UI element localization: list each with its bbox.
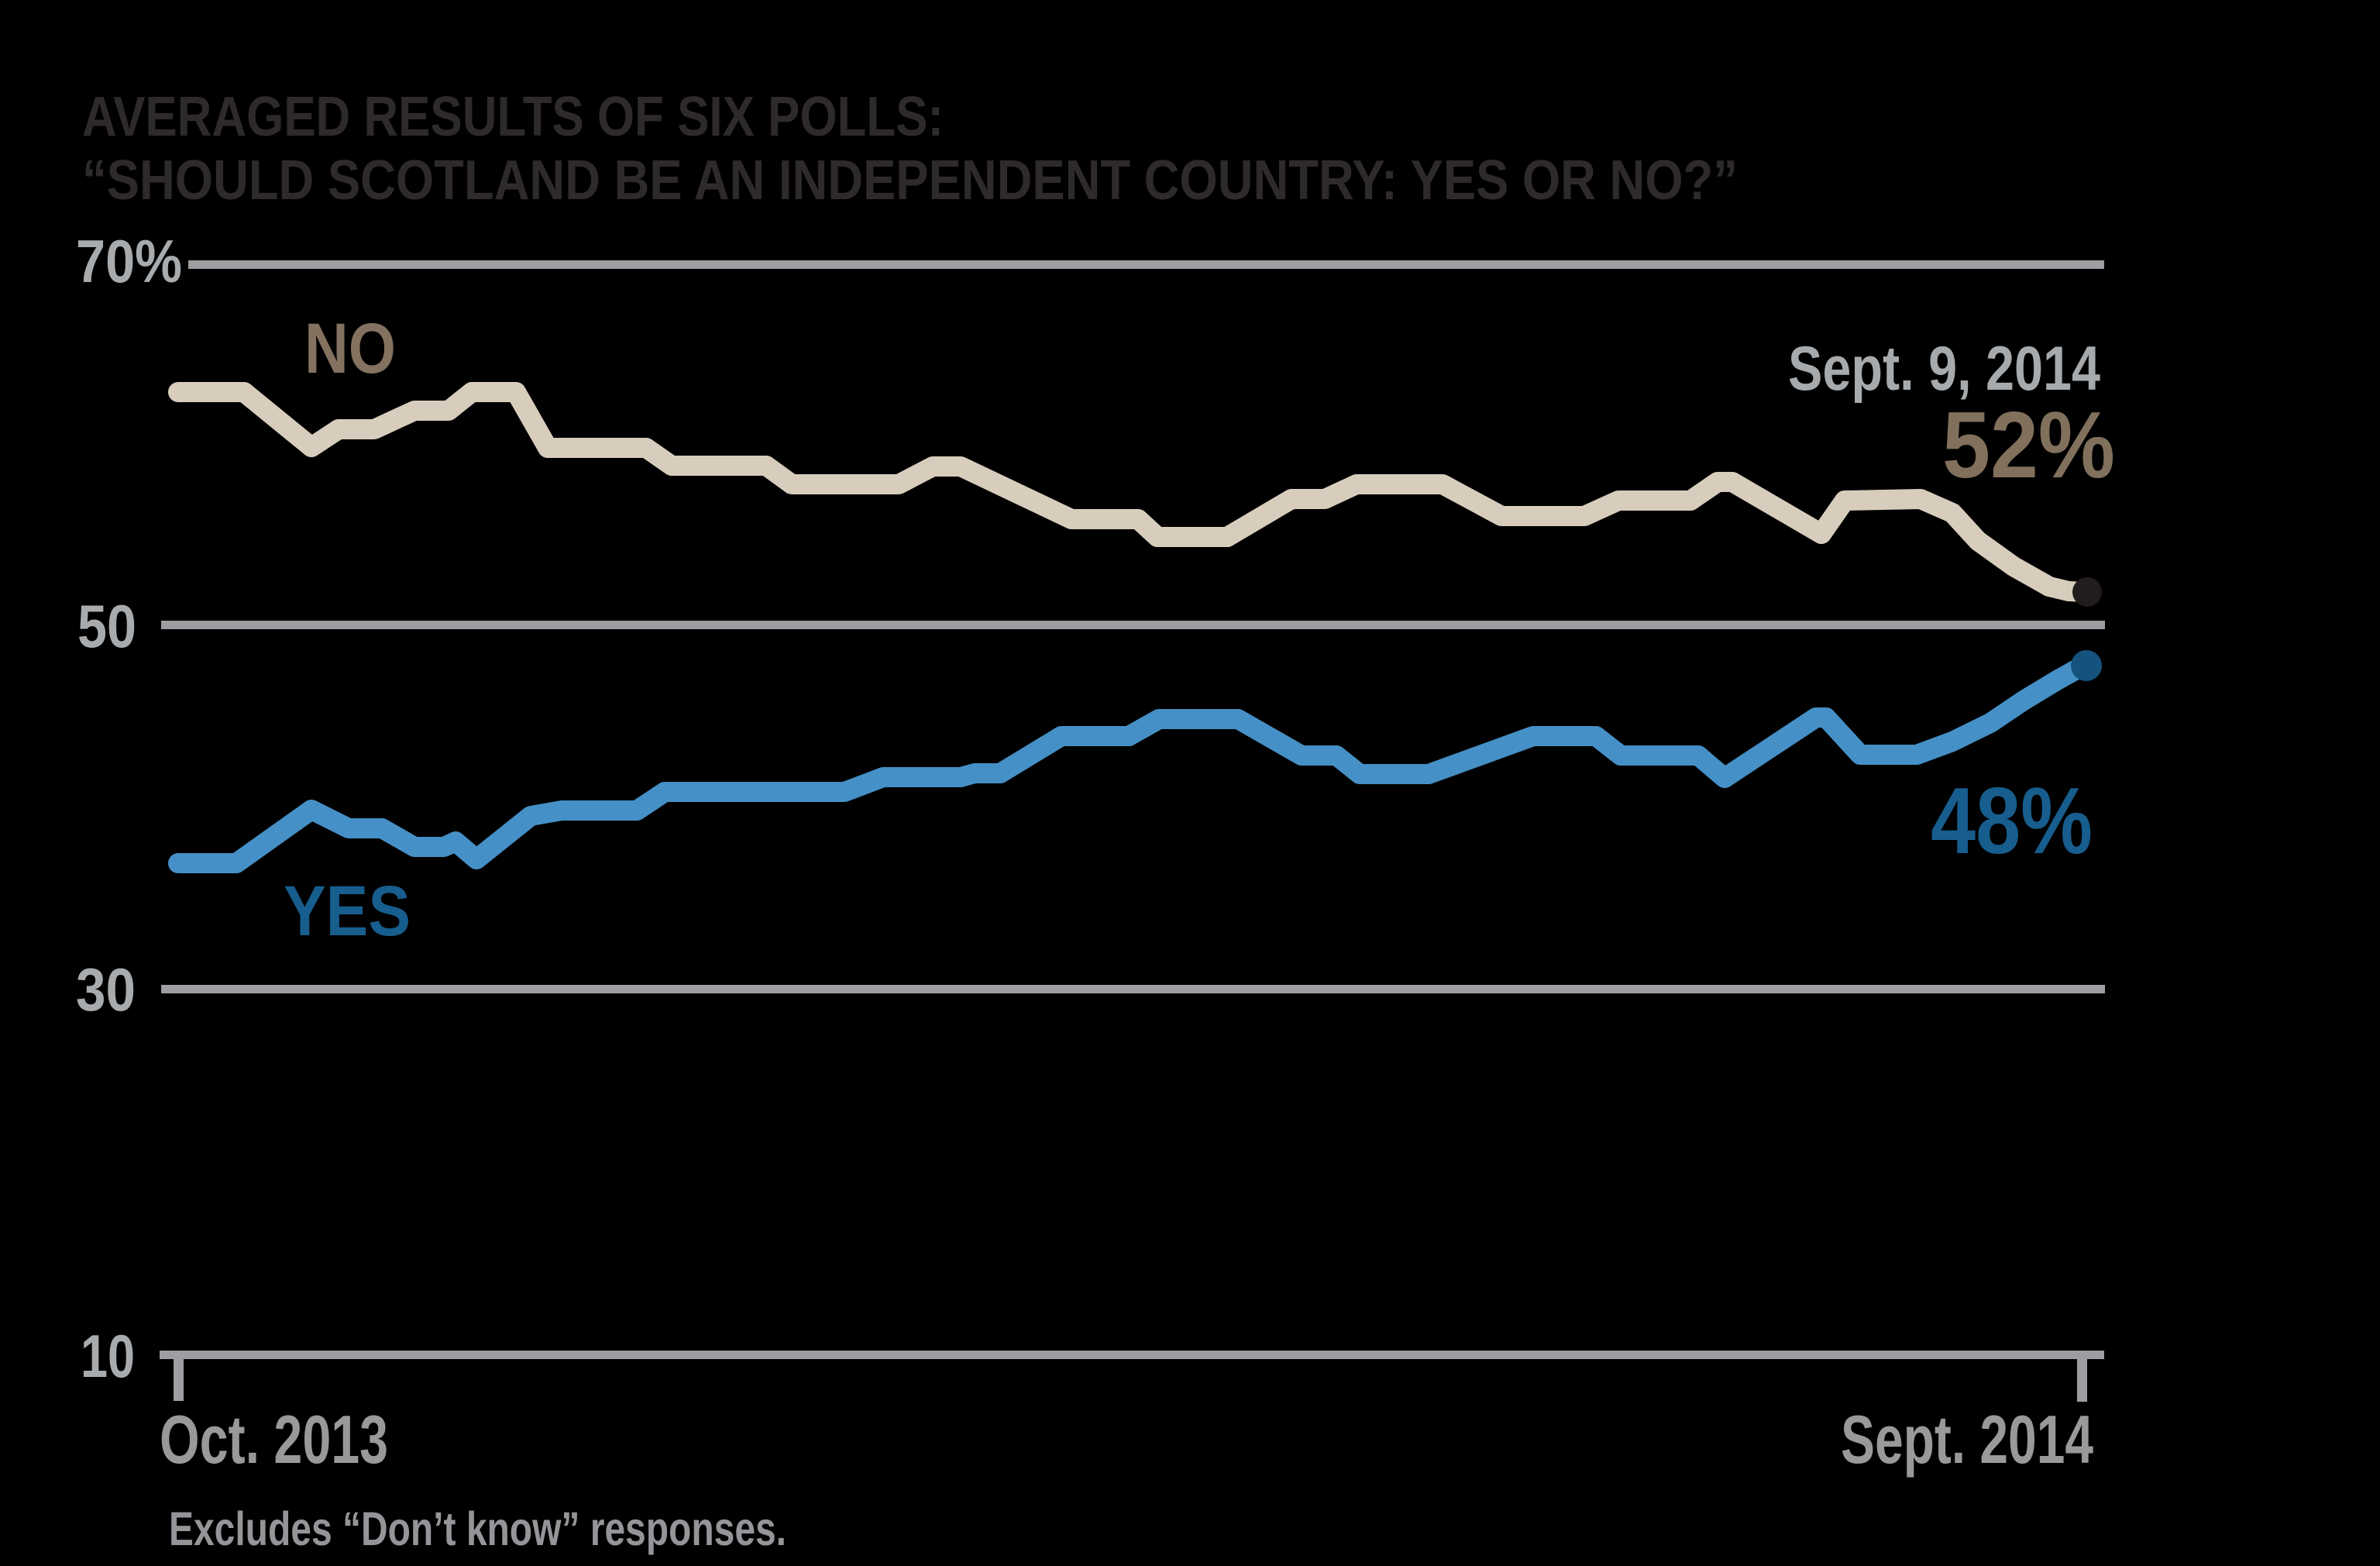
svg-text:“SHOULD SCOTLAND BE AN INDEPEN: “SHOULD SCOTLAND BE AN INDEPENDENT COUNT… xyxy=(82,150,1738,212)
svg-text:Oct. 2013: Oct. 2013 xyxy=(160,1401,388,1478)
svg-text:Sept. 2014: Sept. 2014 xyxy=(1841,1401,2093,1478)
svg-text:10: 10 xyxy=(81,1322,135,1390)
svg-text:52%: 52% xyxy=(1942,392,2115,497)
svg-text:50: 50 xyxy=(77,592,136,660)
svg-text:Excludes “Don’t know” response: Excludes “Don’t know” responses. xyxy=(169,1502,786,1555)
svg-text:30: 30 xyxy=(76,955,136,1024)
svg-text:70%: 70% xyxy=(76,227,182,295)
svg-text:YES: YES xyxy=(284,872,411,951)
svg-text:AVERAGED RESULTS OF SIX POLLS:: AVERAGED RESULTS OF SIX POLLS: xyxy=(82,86,944,148)
svg-text:NO: NO xyxy=(304,309,396,388)
svg-text:48%: 48% xyxy=(1931,768,2093,873)
svg-text:Sept. 9, 2014: Sept. 9, 2014 xyxy=(1788,334,2100,404)
